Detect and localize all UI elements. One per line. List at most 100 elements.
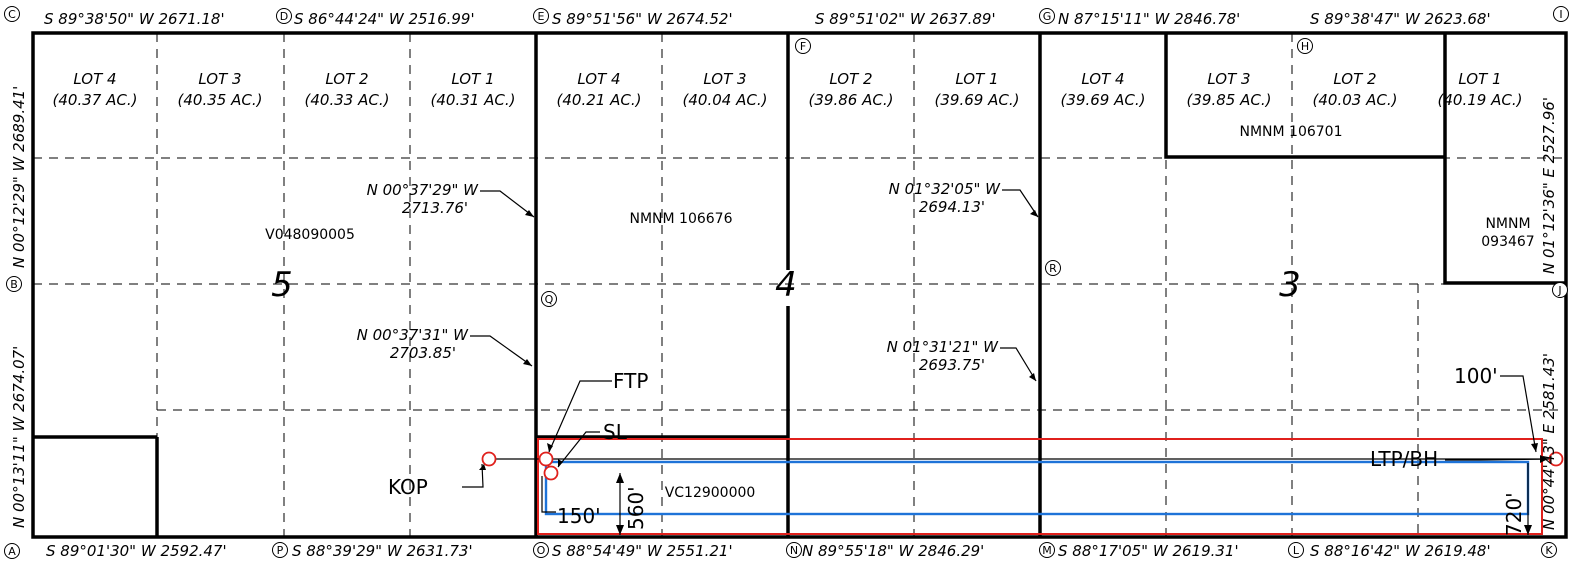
lot-labels: LOT 4 (40.37 AC.) LOT 3 (40.35 AC.) LOT …: [53, 70, 1523, 109]
lot-name: LOT 1: [955, 70, 998, 88]
lot-acres: (40.31 AC.): [431, 91, 516, 109]
interior-distance: 2703.85': [390, 344, 456, 362]
interior-bearing: N 00°37'31" W: [357, 326, 470, 344]
svg-text:Q: Q: [545, 293, 554, 306]
corner-marker: A: [4, 543, 20, 559]
section-number: 5: [271, 265, 293, 305]
svg-text:O: O: [537, 544, 546, 557]
bottom-bearing: S 88°17'05" W 2619.31': [1058, 542, 1239, 560]
svg-text:K: K: [1545, 544, 1553, 557]
corner-marker: P: [272, 542, 288, 558]
lot-acres: (40.04 AC.): [683, 91, 768, 109]
distance-560: 560': [624, 486, 648, 530]
top-bearing: N 87°15'11" W 2846.78': [1058, 10, 1240, 28]
left-bearing: N 00°13'11" W 2674.07': [10, 346, 28, 528]
distance-150: 150': [557, 504, 601, 528]
lot-name: LOT 3: [1207, 70, 1250, 88]
interior-bearings: N 00°37'29" W 2713.76' N 00°37'31" W 270…: [357, 180, 1002, 374]
corner-marker: E: [533, 8, 549, 24]
svg-text:R: R: [1049, 262, 1057, 275]
section-number: 3: [1279, 265, 1301, 305]
lot-name: LOT 3: [703, 70, 746, 88]
svg-text:N: N: [790, 544, 798, 557]
lot-name: LOT 1: [451, 70, 494, 88]
lot-name: LOT 3: [198, 70, 241, 88]
callout-leaders: [462, 189, 1549, 535]
svg-text:I: I: [1559, 8, 1562, 21]
sl-point-icon: [543, 465, 559, 481]
lease-label: 093467: [1481, 234, 1534, 250]
top-bearing: S 86°44'24" W 2516.99': [294, 10, 475, 28]
interior-bearing: N 00°37'29" W: [367, 181, 480, 199]
bottom-bearing: S 89°01'30" W 2592.47': [46, 542, 227, 560]
top-bearing: S 89°51'56" W 2674.52': [552, 10, 733, 28]
lot-name: LOT 4: [73, 70, 116, 88]
svg-text:M: M: [1042, 544, 1052, 557]
corner-marker: I: [1553, 6, 1569, 22]
lot-acres: (39.69 AC.): [1061, 91, 1146, 109]
svg-text:C: C: [8, 8, 16, 21]
bottom-boundary-bearings: S 89°01'30" W 2592.47' S 88°39'29" W 263…: [46, 542, 1491, 560]
lease-label: V048090005: [265, 227, 355, 243]
distance-100: 100': [1454, 364, 1498, 388]
lot-acres: (40.33 AC.): [305, 91, 390, 109]
corner-markers: C D E F G H I B J Q R A P O N M L K: [4, 6, 1569, 559]
svg-text:L: L: [1293, 544, 1300, 557]
lot-acres: (39.85 AC.): [1187, 91, 1272, 109]
corner-marker: O: [533, 542, 549, 558]
corner-marker: D: [276, 8, 292, 24]
right-bearing: N 00°44'43" E 2581.43': [1540, 353, 1558, 530]
lot-acres: (40.21 AC.): [557, 91, 642, 109]
lot-name: LOT 2: [829, 70, 872, 88]
right-boundary-bearings: N 01°12'36" E 2527.96' N 00°44'43" E 258…: [1540, 97, 1558, 530]
bottom-bearing: S 88°54'49" W 2551.21': [552, 542, 733, 560]
top-bearing: S 89°51'02" W 2637.89': [815, 10, 996, 28]
bottom-bearing: S 88°39'29" W 2631.73': [292, 542, 473, 560]
lot-acres: (39.69 AC.): [935, 91, 1020, 109]
svg-text:D: D: [280, 10, 288, 23]
left-bearing: N 00°12'29" W 2689.41': [10, 86, 28, 268]
bottom-bearing: S 88°16'42" W 2619.48': [1310, 542, 1491, 560]
corner-marker: R: [1045, 260, 1061, 276]
lot-acres: (40.35 AC.): [178, 91, 263, 109]
svg-text:A: A: [8, 545, 16, 558]
svg-text:F: F: [800, 40, 806, 53]
corner-marker: G: [1039, 8, 1055, 24]
ltp-bh-point-icon: [1548, 451, 1564, 467]
corner-marker: M: [1039, 542, 1055, 558]
lot-acres: (39.86 AC.): [809, 91, 894, 109]
sl-label: SL: [603, 420, 628, 444]
kop-point-icon: [481, 451, 497, 467]
corner-marker: J: [1552, 282, 1568, 298]
corner-marker: N: [786, 542, 802, 558]
kop-label: KOP: [388, 475, 428, 499]
interior-distance: 2713.76': [402, 199, 468, 217]
corner-marker: Q: [541, 291, 557, 307]
corner-marker: L: [1288, 542, 1304, 558]
lot-name: LOT 2: [325, 70, 368, 88]
svg-text:P: P: [277, 544, 284, 557]
ftp-label: FTP: [613, 369, 648, 393]
interior-bearing: N 01°31'21" W: [887, 338, 1000, 356]
left-boundary-bearings: N 00°12'29" W 2689.41' N 00°13'11" W 267…: [10, 86, 28, 528]
interior-bearing: N 01°32'05" W: [889, 180, 1002, 198]
lease-label: NMNM 106676: [630, 211, 733, 227]
interior-distance: 2694.13': [919, 198, 985, 216]
interior-distance: 2693.75': [919, 356, 985, 374]
corner-marker: F: [795, 38, 811, 54]
lot-name: LOT 1: [1458, 70, 1501, 88]
svg-text:B: B: [10, 278, 18, 291]
aliquot-grid: [33, 33, 1566, 537]
spacing-unit-outline: [537, 438, 1543, 535]
top-boundary-bearings: S 89°38'50" W 2671.18' S 86°44'24" W 251…: [44, 10, 1491, 28]
right-bearing: N 01°12'36" E 2527.96': [1540, 97, 1558, 274]
top-bearing: S 89°38'50" W 2671.18': [44, 10, 225, 28]
ftp-point-icon: [538, 451, 554, 467]
corner-marker: B: [6, 276, 22, 292]
lease-label: NMNM: [1485, 216, 1530, 232]
lease-label: NMNM 106701: [1240, 124, 1343, 140]
lot-name: LOT 4: [577, 70, 620, 88]
svg-text:H: H: [1301, 40, 1309, 53]
corner-marker: C: [4, 6, 20, 22]
